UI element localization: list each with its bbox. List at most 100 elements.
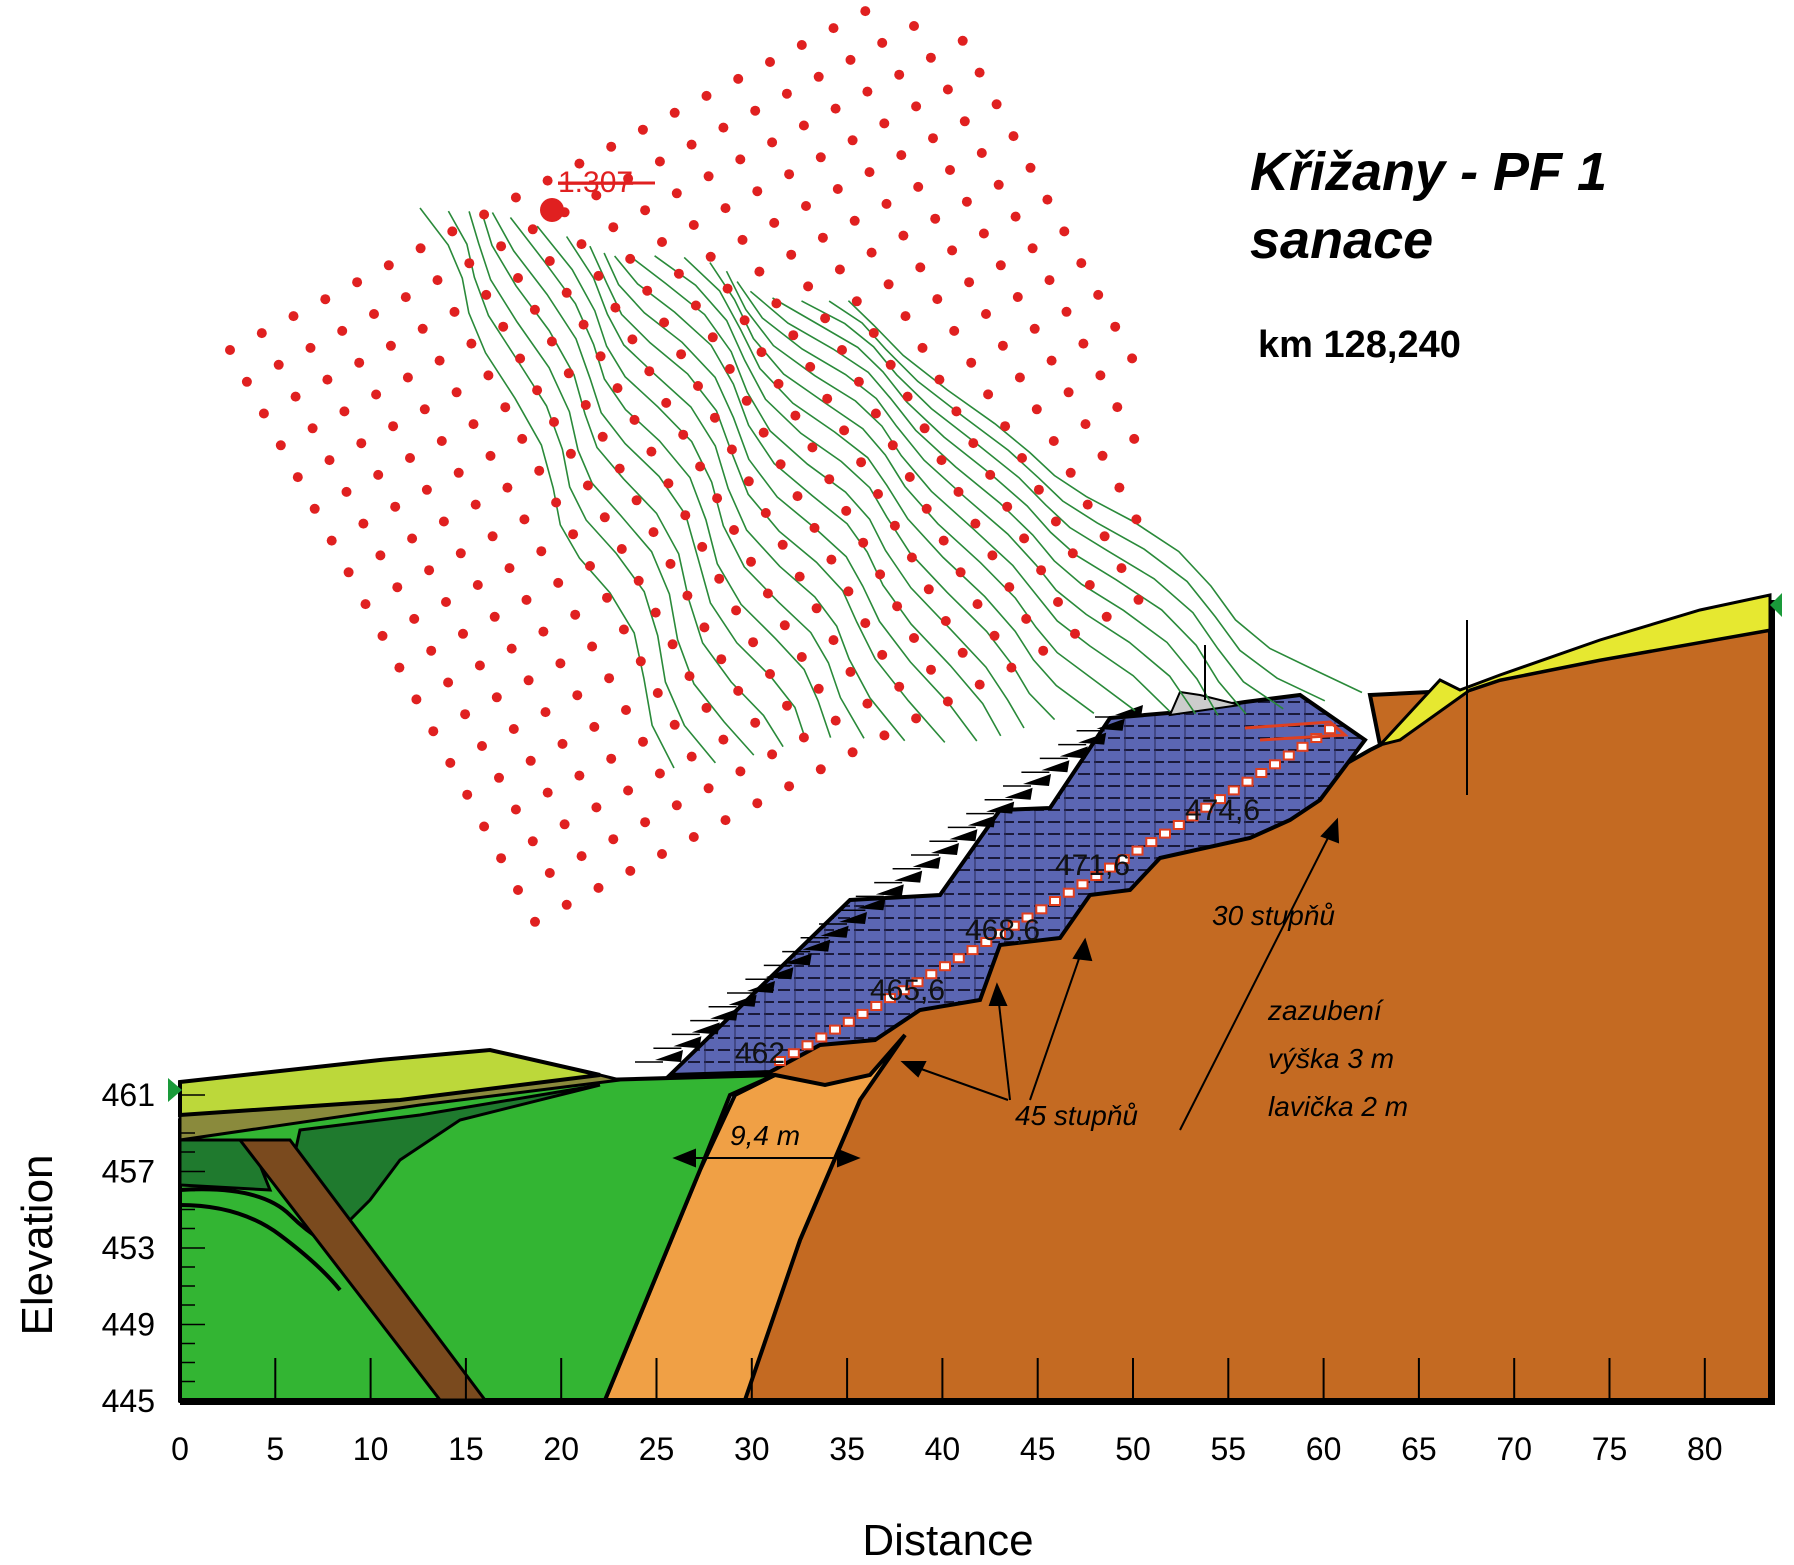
grid-point	[614, 463, 625, 474]
grid-point	[549, 417, 559, 427]
grid-point	[718, 122, 729, 133]
slip-segment	[1186, 811, 1199, 822]
grid-point	[654, 768, 665, 779]
grid-point	[682, 590, 693, 601]
grid-point	[1082, 499, 1093, 510]
contour-line	[629, 255, 1025, 729]
grid-point	[320, 294, 331, 305]
grid-point	[940, 616, 951, 626]
grid-point	[716, 654, 727, 665]
grid-point	[1017, 453, 1027, 463]
grid-point	[288, 311, 299, 322]
grid-point	[1093, 289, 1104, 300]
grid-point	[839, 425, 850, 436]
grid-point	[449, 306, 460, 317]
grid-point	[934, 374, 945, 385]
grid-point	[479, 209, 490, 220]
grid-point	[587, 641, 598, 652]
grid-point	[608, 834, 619, 845]
slip-segment	[1062, 887, 1075, 898]
grid-point	[561, 899, 572, 910]
grid-point	[756, 347, 767, 358]
x-tick-labels: 0 5 10 15 20 25 30 35 40 45 50 55 60 65 70 75 80	[171, 1358, 1723, 1467]
contour-line	[683, 256, 1095, 714]
grid-point	[1070, 628, 1080, 639]
face-wedge	[1115, 705, 1143, 717]
grid-point	[307, 423, 318, 434]
grid-point	[608, 222, 619, 233]
y-tick-labels: 461 457 453 449 445	[102, 1077, 205, 1419]
grid-point	[720, 815, 731, 826]
face-wedge	[1004, 787, 1033, 800]
grid-point	[991, 99, 1002, 110]
grid-point	[709, 412, 720, 423]
grid-point	[358, 518, 369, 529]
grid-point	[629, 414, 640, 425]
grid-point	[951, 406, 962, 417]
y-tick-label: 445	[102, 1383, 155, 1419]
grid-point	[565, 448, 576, 459]
grid-point	[830, 715, 841, 726]
width-dimension-arrow	[672, 1148, 861, 1168]
grid-point	[707, 332, 718, 343]
grid-point	[847, 747, 858, 758]
x-tick-label: 5	[266, 1431, 284, 1467]
grid-point	[911, 713, 922, 724]
grey-crest-block	[1168, 690, 1241, 717]
grid-point	[1021, 613, 1032, 624]
grid-point	[735, 154, 746, 165]
contour-line	[603, 252, 978, 742]
layer-elevation-468-6: 468,6	[965, 914, 1040, 947]
grid-point	[642, 285, 653, 296]
y-tick-label: 461	[102, 1077, 155, 1113]
grid-point	[659, 317, 670, 328]
grid-point	[428, 726, 439, 737]
grid-point	[752, 186, 763, 197]
x-tick-label: 35	[829, 1431, 865, 1467]
contour-line	[725, 270, 1171, 712]
contour-line	[749, 290, 1219, 716]
grid-point	[765, 57, 775, 67]
grid-point	[1061, 306, 1072, 317]
grid-point	[646, 446, 657, 457]
grid-point	[275, 440, 286, 451]
face-wedge	[1096, 718, 1125, 731]
angle-30-arrow	[1179, 817, 1340, 1131]
grid-point	[686, 139, 697, 150]
grid-point	[898, 230, 909, 241]
grid-point	[824, 474, 835, 485]
grid-point	[722, 283, 733, 294]
grid-point	[957, 647, 968, 658]
grid-point	[680, 510, 691, 521]
face-wedge	[747, 981, 775, 993]
face-wedge	[1023, 774, 1051, 786]
grid-point	[733, 685, 744, 696]
grid-point	[606, 753, 617, 764]
reinforcement-face	[635, 705, 1143, 1063]
axes	[168, 593, 1782, 1405]
contour-line	[491, 212, 807, 741]
grid-point	[733, 73, 744, 84]
grid-point	[523, 675, 534, 686]
grid-point	[510, 192, 521, 203]
slip-segment	[1007, 920, 1020, 931]
grid-point	[621, 705, 631, 715]
grid-point	[494, 772, 504, 783]
face-wedge	[839, 912, 867, 924]
grid-point	[781, 88, 792, 99]
title-line-1: Křižany - PF 1	[1250, 142, 1607, 202]
grid-point	[752, 798, 763, 809]
grid-point	[525, 755, 536, 766]
x-tick-label: 65	[1401, 1431, 1437, 1467]
grid-point	[527, 224, 538, 235]
grid-point	[616, 544, 627, 554]
grid-point	[695, 461, 706, 472]
grid-point	[650, 607, 661, 618]
grid-point	[337, 325, 348, 336]
face-wedge	[783, 953, 812, 966]
grid-point	[241, 376, 252, 387]
face-wedge	[912, 856, 941, 869]
face-wedge	[986, 801, 1015, 814]
slip-segment	[980, 937, 993, 947]
grid-point	[881, 198, 892, 209]
